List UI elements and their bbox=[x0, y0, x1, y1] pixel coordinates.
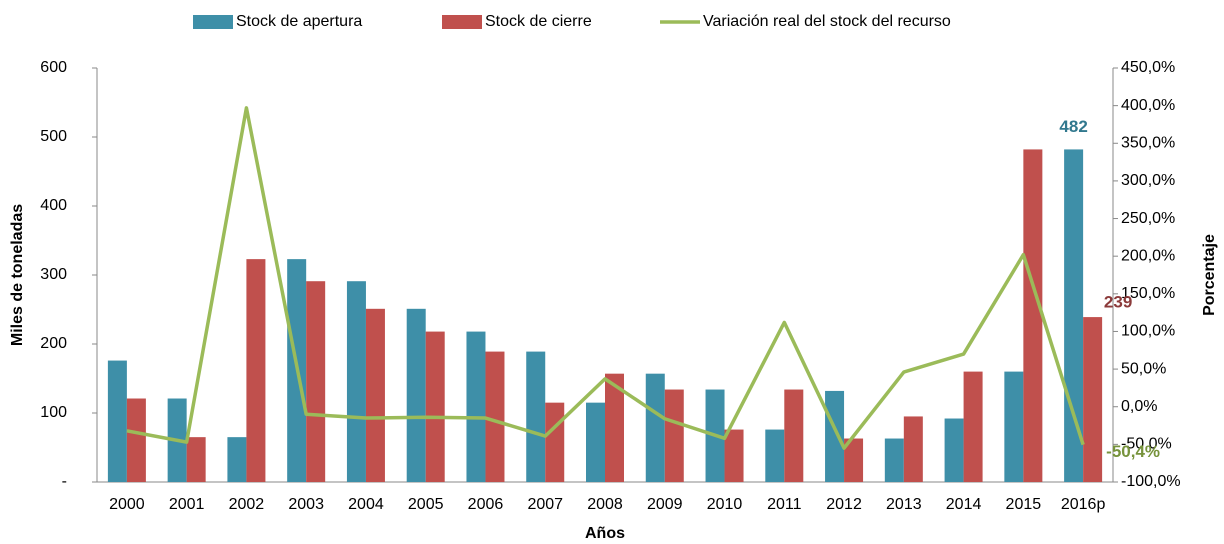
y-tick-label: 600 bbox=[40, 59, 67, 76]
bar bbox=[346, 281, 366, 482]
data-label: 239 bbox=[1104, 293, 1132, 312]
y-tick-label: 500 bbox=[40, 128, 67, 145]
bar bbox=[944, 418, 964, 482]
bar bbox=[844, 438, 864, 482]
bar bbox=[365, 308, 385, 482]
data-label: -50,4% bbox=[1106, 442, 1160, 461]
y2-tick-label: 50,0% bbox=[1121, 360, 1166, 377]
data-label: 482 bbox=[1059, 117, 1087, 136]
y2-tick-label: 350,0% bbox=[1121, 134, 1175, 151]
x-tick-label: 2002 bbox=[229, 496, 265, 513]
x-tick-label: 2009 bbox=[647, 496, 683, 513]
bar bbox=[107, 360, 127, 482]
y2-axis-title: Porcentaje bbox=[1201, 234, 1218, 316]
y-tick-label: 200 bbox=[40, 335, 67, 352]
bar bbox=[485, 351, 505, 482]
x-tick-label: 2001 bbox=[169, 496, 205, 513]
bar bbox=[306, 281, 326, 482]
bar bbox=[784, 389, 804, 482]
bar bbox=[126, 398, 146, 482]
y-tick-label: 100 bbox=[40, 404, 67, 421]
bar bbox=[246, 259, 266, 482]
y-tick-label: - bbox=[62, 473, 67, 490]
x-tick-label: 2015 bbox=[1006, 496, 1042, 513]
y2-tick-label: 200,0% bbox=[1121, 247, 1175, 264]
bar bbox=[186, 437, 206, 482]
y-tick-label: 400 bbox=[40, 197, 67, 214]
y2-tick-label: 400,0% bbox=[1121, 97, 1175, 114]
bar bbox=[724, 429, 744, 482]
x-tick-label: 2008 bbox=[587, 496, 623, 513]
y2-tick-label: 450,0% bbox=[1121, 59, 1175, 76]
bar bbox=[425, 331, 445, 482]
y2-tick-label: 250,0% bbox=[1121, 210, 1175, 227]
x-tick-label: 2005 bbox=[408, 496, 444, 513]
y2-tick-label: 150,0% bbox=[1121, 285, 1175, 302]
bar bbox=[903, 416, 923, 482]
y-axis-title: Miles de toneladas bbox=[9, 204, 26, 346]
y2-tick-label: -100,0% bbox=[1121, 473, 1181, 490]
bar bbox=[545, 402, 565, 482]
y2-tick-label: 100,0% bbox=[1121, 323, 1175, 340]
x-tick-label: 2003 bbox=[288, 496, 324, 513]
legend-label: Variación real del stock del recurso bbox=[703, 13, 951, 30]
bar bbox=[586, 402, 605, 482]
bar bbox=[664, 389, 684, 482]
bar bbox=[227, 437, 247, 482]
legend-swatch bbox=[193, 15, 233, 29]
bar bbox=[1023, 149, 1043, 483]
bar bbox=[884, 438, 904, 482]
x-tick-label: 2016p bbox=[1061, 496, 1106, 513]
x-tick-label: 2011 bbox=[767, 496, 802, 513]
line bbox=[126, 106, 1085, 450]
legend-swatch bbox=[442, 15, 482, 29]
x-tick-label: 2012 bbox=[826, 496, 862, 513]
x-tick-label: 2014 bbox=[946, 496, 982, 513]
legend-label: Stock de apertura bbox=[236, 13, 362, 30]
x-tick-label: 2004 bbox=[348, 496, 384, 513]
bar bbox=[765, 429, 785, 482]
bar bbox=[1004, 371, 1024, 482]
x-tick-label: 2013 bbox=[886, 496, 922, 513]
y2-tick-label: 0,0% bbox=[1121, 398, 1157, 415]
bar bbox=[1083, 317, 1103, 482]
y2-tick-label: -50,0% bbox=[1121, 436, 1172, 453]
bar bbox=[605, 373, 624, 482]
y-tick-label: 300 bbox=[40, 266, 67, 283]
legend-label: Stock de cierre bbox=[485, 13, 592, 30]
bar bbox=[406, 308, 426, 482]
x-tick-label: 2000 bbox=[109, 496, 145, 513]
x-tick-label: 2010 bbox=[707, 496, 743, 513]
x-tick-label: 2006 bbox=[468, 496, 504, 513]
bar bbox=[825, 390, 845, 482]
bar bbox=[645, 373, 665, 482]
x-axis-title: Años bbox=[585, 525, 625, 542]
bar bbox=[466, 331, 486, 482]
y2-tick-label: 300,0% bbox=[1121, 172, 1175, 189]
x-tick-label: 2007 bbox=[527, 496, 563, 513]
bar bbox=[526, 351, 546, 482]
bar bbox=[963, 371, 983, 482]
